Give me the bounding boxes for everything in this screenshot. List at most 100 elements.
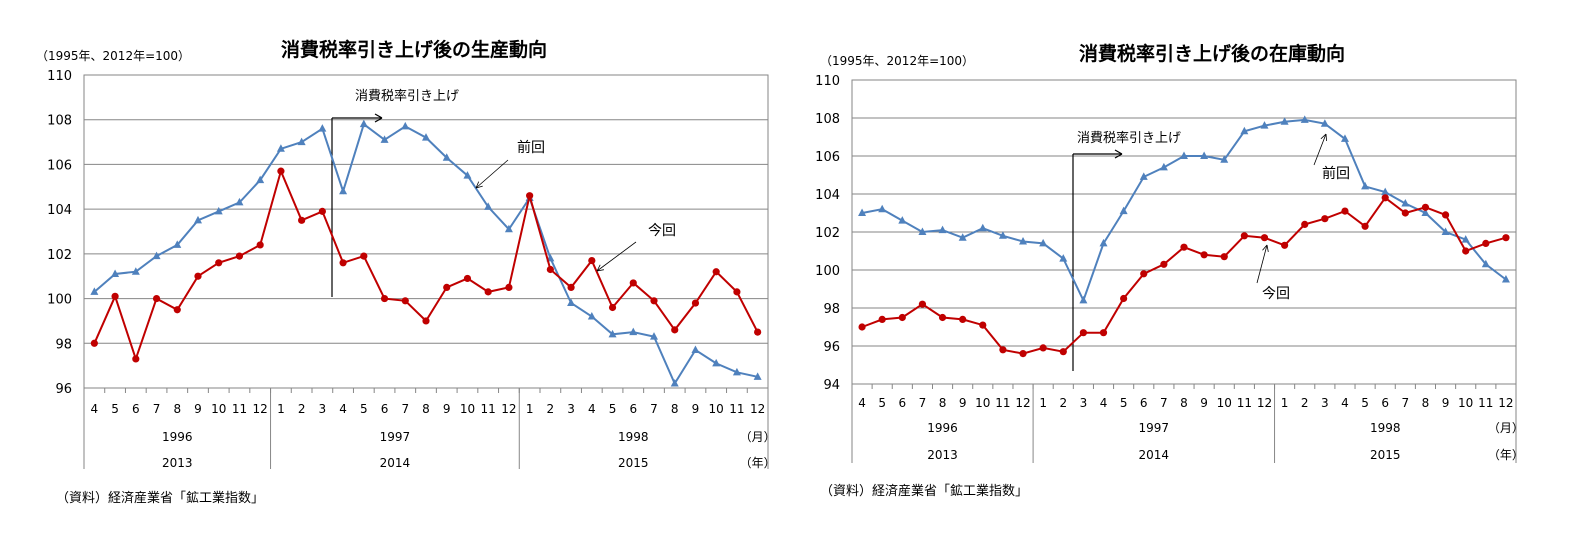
data-point-prev	[1361, 181, 1370, 190]
prev-pointer-line	[1313, 133, 1327, 166]
data-point-curr	[1341, 207, 1349, 215]
data-point-curr	[959, 315, 967, 323]
data-point-prev	[1240, 126, 1249, 135]
data-point-prev	[214, 206, 223, 215]
data-point-prev	[587, 311, 596, 320]
data-point-prev	[256, 175, 265, 184]
x-tick-label: 4	[858, 396, 866, 410]
x-tick-label: 12	[750, 402, 765, 416]
x-tick-label: 3	[1080, 396, 1088, 410]
data-point-prev	[938, 225, 947, 234]
prev-pointer-head	[475, 181, 483, 189]
data-point-prev	[608, 329, 617, 338]
x-tick-label: 5	[878, 396, 886, 410]
data-point-curr	[339, 259, 347, 267]
data-point-curr	[132, 355, 140, 363]
x-tick-label: 1	[277, 402, 285, 416]
x-tick-label: 3	[567, 402, 575, 416]
data-point-prev	[1320, 119, 1329, 127]
data-point-prev	[1119, 206, 1128, 215]
data-point-prev	[484, 202, 493, 210]
x-tick-label: 12	[1015, 396, 1030, 410]
plot-frame	[851, 79, 1517, 385]
x-tick-label: 8	[422, 402, 430, 416]
data-point-prev	[442, 153, 451, 161]
data-point-curr	[526, 192, 534, 200]
x-tick-label: 7	[919, 396, 927, 410]
year-label-bottom: 2014	[1139, 448, 1170, 462]
data-point-prev	[339, 186, 348, 195]
y-tick-label: 98	[55, 337, 72, 352]
data-point-prev	[1381, 187, 1390, 196]
data-point-curr	[858, 323, 866, 331]
data-point-curr	[546, 265, 554, 274]
prev-series-label: 前回	[1322, 165, 1350, 182]
data-point-prev	[650, 332, 658, 340]
data-point-prev	[1401, 199, 1410, 207]
data-point-prev	[152, 251, 161, 260]
event-arrow-head	[374, 113, 383, 123]
series-line-prev	[861, 118, 1507, 304]
data-point-prev	[1441, 227, 1450, 235]
curr-series-label: 今回	[648, 223, 676, 239]
data-point-curr	[443, 283, 451, 291]
x-tick-label: 10	[1217, 396, 1232, 410]
data-point-curr	[918, 300, 927, 308]
curr-pointer-head	[1262, 244, 1269, 252]
data-point-curr	[173, 306, 181, 314]
x-tick-label: 9	[959, 396, 967, 410]
x-tick-label: 5	[1361, 396, 1369, 410]
data-point-curr	[754, 328, 762, 336]
x-tick-label: 9	[1442, 396, 1450, 410]
data-point-prev	[1260, 121, 1269, 129]
y-tick-label: 94	[823, 378, 840, 393]
x-tick-label: 4	[588, 402, 596, 416]
data-point-prev	[998, 231, 1007, 239]
data-point-curr	[1321, 215, 1329, 223]
month-unit-label: （月）	[740, 430, 776, 444]
data-point-prev	[753, 372, 762, 380]
y-tick-label: 110	[815, 74, 840, 89]
year-unit-label: （年）	[740, 456, 776, 470]
prev-series-label: 前回	[517, 139, 545, 156]
data-point-prev	[732, 367, 741, 376]
x-tick-label: 6	[629, 402, 637, 416]
data-point-curr	[1502, 234, 1510, 242]
x-tick-label: 1	[1039, 396, 1047, 410]
data-point-prev	[1059, 254, 1068, 262]
data-point-curr	[505, 283, 513, 291]
data-point-prev	[1300, 115, 1309, 123]
y-tick-label: 102	[47, 248, 72, 263]
x-tick-label: 11	[481, 402, 496, 416]
data-point-curr	[1401, 209, 1409, 217]
data-point-prev	[463, 171, 472, 179]
x-tick-label: 10	[1458, 396, 1473, 410]
year-label-top: 1997	[1139, 421, 1170, 435]
data-point-curr	[111, 292, 119, 300]
x-tick-label: 3	[319, 402, 327, 416]
year-label-bottom: 2014	[380, 456, 411, 470]
x-tick-label: 9	[443, 402, 451, 416]
data-point-curr	[235, 252, 244, 260]
x-tick-label: 10	[460, 402, 475, 416]
data-point-curr	[1079, 329, 1087, 337]
data-point-prev	[276, 144, 285, 152]
data-point-prev	[978, 223, 987, 232]
series-line-curr	[93, 168, 759, 363]
data-point-prev	[1280, 117, 1289, 125]
data-point-curr	[1240, 232, 1248, 240]
event-label: 消費税率引き上げ	[355, 88, 459, 104]
data-point-prev	[1220, 155, 1229, 163]
x-tick-label: 10	[709, 402, 724, 416]
x-tick-label: 11	[1478, 396, 1493, 410]
x-tick-label: 10	[211, 402, 226, 416]
curr-pointer-line	[596, 241, 637, 272]
x-tick-label: 5	[1120, 396, 1128, 410]
x-tick-label: 12	[1498, 396, 1513, 410]
data-point-prev	[1019, 237, 1028, 245]
data-point-curr	[1160, 260, 1168, 268]
x-tick-label: 6	[898, 396, 906, 410]
y-tick-label: 110	[47, 69, 72, 84]
x-tick-label: 4	[339, 402, 347, 416]
data-point-prev	[111, 269, 120, 277]
